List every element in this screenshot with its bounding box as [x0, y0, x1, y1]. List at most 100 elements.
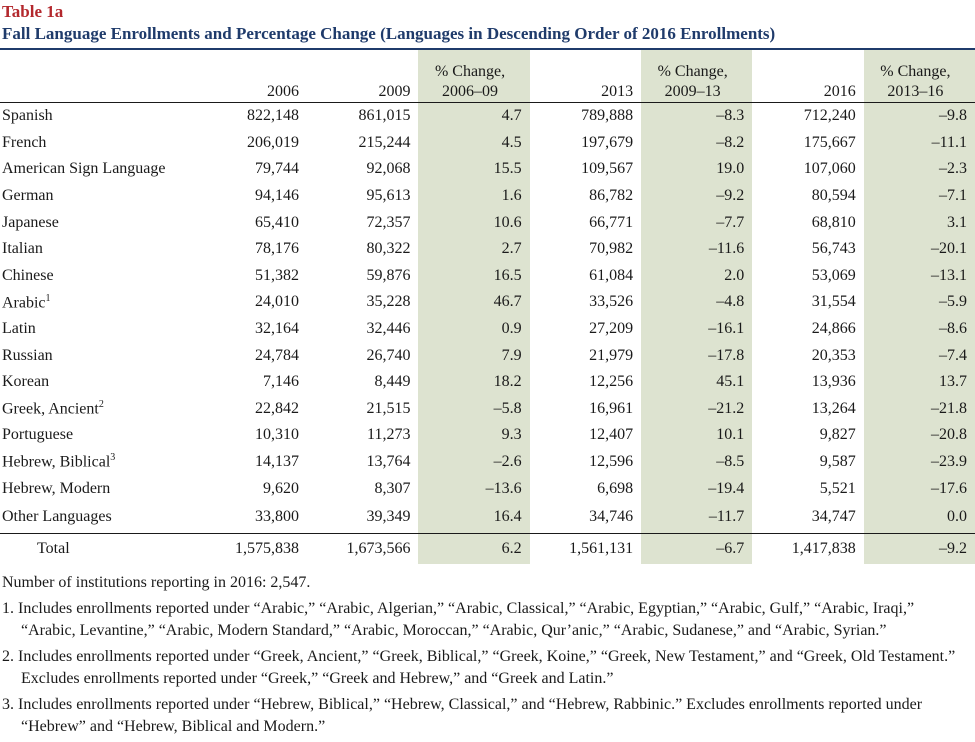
cell-language: Italian	[0, 236, 196, 263]
cell-2016: 68,810	[811, 213, 856, 231]
cell-2006: 24,010	[255, 293, 300, 311]
cell-pct-2013-16: –2.3	[863, 156, 975, 183]
cell-language: American Sign Language	[0, 156, 196, 183]
cell-2013: 70,982	[589, 240, 634, 258]
language-name: Total	[37, 539, 70, 557]
cell-pct-2006-09: 10.6	[418, 209, 530, 236]
cell-2009: 8,449	[374, 373, 411, 391]
cell-pct-2009-13: –17.8	[641, 342, 753, 369]
language-name: Russian	[2, 346, 53, 364]
language-name: American Sign Language	[2, 160, 166, 178]
cell-pct-2009-13: 19.0	[641, 156, 753, 183]
cell-2009: 21,515	[366, 399, 411, 417]
cell-language: Spanish	[0, 103, 196, 130]
cell-pct-2013-16: –11.1	[863, 129, 975, 157]
cell-2013: 66,771	[589, 213, 634, 231]
cell-pct-2013-16: 3.1	[863, 209, 975, 236]
header-language	[0, 50, 196, 103]
cell-2009: 35,228	[366, 293, 411, 311]
table-row: Japanese 65,410 72,357 10.6 66,771 –7.7 68,810…	[0, 209, 975, 236]
cell-pct-2006-09: 1.6	[418, 182, 530, 210]
table-row: Spanish 822,148 861,015 4.7 789,888 –8.3 712,2…	[0, 102, 975, 130]
table-row: German 94,146 95,613 1.6 86,782 –9.2 80,594 –7.…	[0, 182, 975, 210]
cell-2016: 1,417,838	[752, 532, 864, 564]
cell-2013: 12,596	[589, 453, 634, 471]
cell-language: Portuguese	[0, 422, 196, 449]
cell-2013: 61,084	[589, 266, 634, 284]
cell-2016: 24,866	[811, 320, 856, 338]
header-2016: 2016	[752, 50, 864, 103]
language-name: Japanese	[2, 213, 59, 231]
cell-pct-2013-16: –9.2	[863, 532, 975, 564]
cell-pct-2013-16: –13.1	[863, 262, 975, 290]
table-body: Spanish 822,148 861,015 4.7 789,888 –8.3 712,2…	[0, 102, 975, 564]
cell-language: Latin	[0, 316, 196, 343]
cell-2013: 197,679	[581, 133, 634, 151]
cell-language: Hebrew, Biblical3	[0, 449, 196, 476]
cell-language: Arabic1	[0, 289, 196, 316]
cell-language: Other Languages	[0, 502, 196, 534]
cell-2016: 13,936	[811, 373, 856, 391]
cell-2016: 175,667	[803, 133, 856, 151]
cell-language: Greek, Ancient2	[0, 396, 196, 423]
footnote-2: 2. Includes enrollments reported under “…	[2, 648, 956, 687]
cell-pct-2013-16: –17.6	[863, 475, 975, 502]
cell-pct-2009-13: –7.7	[641, 209, 753, 236]
cell-language: Hebrew, Modern	[0, 475, 196, 502]
cell-2016: 56,743	[811, 240, 856, 258]
cell-pct-2013-16: 13.7	[863, 368, 975, 396]
language-name: Other Languages	[2, 508, 112, 526]
language-name: German	[2, 187, 54, 205]
table-title: Fall Language Enrollments and Percentage…	[2, 24, 776, 43]
cell-pct-2006-09: 4.7	[418, 102, 530, 130]
cell-2013: 27,209	[589, 320, 634, 338]
cell-pct-2009-13: –19.4	[641, 475, 753, 502]
language-name: Hebrew, Modern	[2, 479, 111, 497]
cell-pct-2013-16: –7.1	[863, 182, 975, 210]
cell-pct-2006-09: –13.6	[418, 475, 530, 502]
cell-pct-2009-13: –21.2	[641, 395, 753, 423]
cell-2013: 12,407	[589, 426, 634, 444]
cell-2013: 109,567	[581, 160, 634, 178]
cell-2006: 10,310	[255, 426, 300, 444]
table-label: Table 1a	[2, 2, 64, 21]
table-notes: Number of institutions reporting in 2016…	[2, 572, 972, 742]
header-pct-2006-09-line1: % Change,	[434, 63, 506, 80]
table-row: Chinese 51,382 59,876 16.5 61,084 2.0 53,069 –1…	[0, 262, 975, 290]
cell-2013: 33,526	[589, 293, 634, 311]
table-row: American Sign Language 79,744 92,068 15.5 10…	[0, 156, 975, 183]
cell-2009: 32,446	[366, 320, 411, 338]
enrollment-table: 2006 2009 % Change, 2006–09 2013 % Chang…	[0, 50, 975, 564]
cell-2009: 26,740	[366, 346, 411, 364]
institutions-note: Number of institutions reporting in 2016…	[2, 574, 311, 591]
cell-2006: 14,137	[255, 453, 300, 471]
cell-2009: 8,307	[374, 479, 411, 497]
cell-pct-2006-09: 16.4	[418, 501, 530, 534]
cell-pct-2013-16: –9.8	[863, 102, 975, 130]
cell-pct-2013-16: 0.0	[863, 501, 975, 534]
cell-2009: 13,764	[366, 453, 411, 471]
language-name: Chinese	[2, 266, 54, 284]
cell-pct-2013-16: –5.9	[863, 289, 975, 316]
cell-2009: 59,876	[366, 266, 411, 284]
table-row: Other Languages 33,800 39,349 16.4 34,746 –11…	[0, 501, 975, 534]
language-name: Italian	[2, 240, 43, 258]
cell-2006: 94,146	[255, 187, 300, 205]
language-name: Arabic	[2, 294, 46, 312]
cell-pct-2009-13: –4.8	[641, 289, 753, 316]
cell-pct-2009-13: –8.5	[641, 448, 753, 476]
header-pct-2013-16: % Change, 2013–16	[863, 50, 975, 103]
cell-2016: 107,060	[803, 160, 856, 178]
table-row: Hebrew, Biblical3 14,137 13,764 –2.6 12,596–…	[0, 448, 975, 476]
cell-2016: 9,827	[819, 426, 856, 444]
cell-language: German	[0, 183, 196, 210]
cell-pct-2013-16: –20.1	[863, 235, 975, 263]
table-row: Italian 78,176 80,322 2.7 70,982 –11.6 56,743–…	[0, 235, 975, 263]
header-2009: 2009	[307, 50, 419, 103]
language-name: Hebrew, Biblical	[2, 453, 111, 471]
language-name: Portuguese	[2, 426, 74, 444]
cell-2006: 24,784	[255, 346, 300, 364]
cell-2013: 34,746	[589, 508, 634, 526]
cell-language: Japanese	[0, 209, 196, 236]
cell-2006: 7,146	[263, 373, 300, 391]
